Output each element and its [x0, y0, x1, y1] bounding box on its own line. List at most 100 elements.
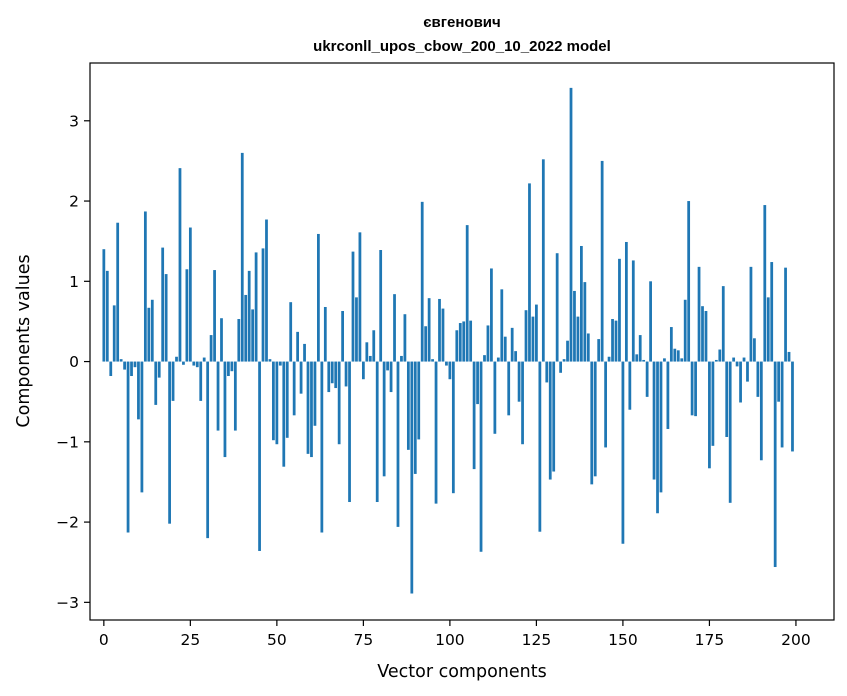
bar [168, 361, 171, 524]
bar [756, 361, 760, 397]
bar [576, 316, 580, 362]
bar [182, 361, 185, 365]
bar [289, 302, 293, 362]
bar [590, 361, 594, 485]
bar [254, 252, 258, 362]
bar [175, 356, 178, 362]
bar [531, 316, 535, 362]
bar [334, 361, 338, 389]
bar [486, 325, 490, 362]
y-axis-label: Components values [14, 254, 34, 427]
bar [694, 361, 697, 417]
bar [126, 361, 130, 533]
bar [130, 361, 133, 377]
bar [137, 361, 140, 420]
bar [711, 361, 715, 446]
bar [227, 361, 230, 377]
bar [358, 232, 362, 362]
bar [445, 361, 448, 366]
bar [268, 359, 272, 362]
bar [448, 361, 452, 380]
bar [161, 247, 165, 362]
bar [413, 361, 417, 474]
bar [164, 274, 168, 362]
bar [638, 335, 642, 362]
bar [400, 355, 403, 362]
bar [524, 310, 528, 362]
bar [323, 306, 327, 362]
bar [611, 319, 614, 362]
bar [749, 266, 753, 362]
bar [389, 361, 393, 393]
bar [725, 361, 729, 437]
bar [296, 331, 300, 362]
bar [143, 211, 147, 362]
bar [220, 318, 223, 362]
bar [185, 269, 189, 362]
bar [285, 361, 289, 438]
bar [714, 359, 718, 362]
bar [157, 361, 161, 378]
bar [753, 338, 756, 362]
bar [237, 319, 241, 362]
bar [351, 251, 355, 362]
bar [306, 361, 310, 454]
y-tick-label: 3 [69, 112, 79, 130]
bar [666, 361, 670, 429]
plot-frame [89, 62, 835, 621]
bar [233, 361, 237, 431]
x-tick-label: 125 [522, 631, 552, 649]
bar [313, 361, 317, 426]
bar [483, 355, 486, 362]
y-tick-label: −2 [56, 514, 79, 532]
bar [403, 314, 407, 362]
bar [555, 253, 559, 362]
bar [386, 361, 389, 371]
bar [462, 321, 466, 362]
y-tick-label: 1 [69, 273, 79, 291]
bar [566, 340, 569, 362]
bar [230, 361, 234, 372]
bar [275, 361, 279, 445]
bar [438, 298, 441, 362]
y-axis-ticks: −3 −2 −1 0 1 2 3 [56, 112, 90, 612]
bar [614, 320, 618, 362]
bar [528, 183, 531, 362]
bar [514, 351, 518, 362]
bar [559, 361, 563, 373]
bar [586, 333, 590, 362]
bar [746, 361, 749, 382]
bar [704, 311, 708, 362]
bar [150, 299, 154, 362]
bar [213, 270, 216, 362]
bar [624, 241, 628, 362]
bar [140, 361, 144, 493]
bar [116, 222, 120, 362]
x-tick-label: 200 [781, 631, 811, 649]
bar [372, 330, 376, 362]
bar [642, 359, 646, 362]
bar [548, 361, 552, 480]
bar [708, 361, 711, 469]
x-tick-label: 0 [99, 631, 109, 649]
bar [261, 248, 265, 362]
bar [649, 281, 652, 362]
bar [739, 361, 742, 403]
bar [375, 361, 379, 503]
bar [521, 361, 524, 445]
bar [683, 299, 687, 362]
bar [552, 361, 556, 472]
bar [348, 361, 351, 503]
bar [337, 361, 341, 445]
bar [718, 349, 722, 362]
x-tick-label: 175 [695, 631, 725, 649]
bar [503, 336, 507, 362]
bar [424, 326, 428, 362]
x-tick-label: 150 [608, 631, 638, 649]
bar [292, 361, 296, 416]
bar [490, 268, 493, 362]
x-tick-label: 75 [354, 631, 374, 649]
bar [299, 361, 303, 394]
bar [434, 361, 438, 504]
